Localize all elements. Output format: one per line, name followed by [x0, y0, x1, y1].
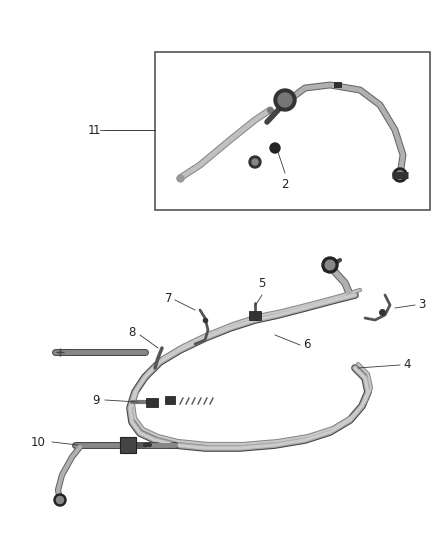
Text: 6: 6	[303, 338, 311, 351]
Circle shape	[252, 159, 258, 165]
Text: 3: 3	[418, 298, 425, 311]
Circle shape	[396, 171, 404, 179]
Bar	[120, 437, 136, 453]
Circle shape	[325, 260, 335, 270]
Circle shape	[274, 89, 296, 111]
Text: 1: 1	[92, 124, 100, 136]
Text: 8: 8	[129, 326, 136, 338]
Bar	[249, 311, 261, 319]
Text: 2: 2	[281, 178, 289, 191]
Text: 4: 4	[403, 359, 410, 372]
Bar	[155, 52, 430, 210]
Circle shape	[278, 93, 292, 107]
Bar	[333, 82, 340, 86]
Text: 1: 1	[88, 124, 95, 136]
Text: 7: 7	[165, 292, 172, 304]
Circle shape	[57, 496, 64, 504]
Circle shape	[322, 257, 338, 273]
Bar	[165, 396, 175, 404]
Text: 5: 5	[258, 277, 266, 290]
Text: 10: 10	[31, 435, 46, 448]
Circle shape	[270, 143, 280, 153]
Text: 9: 9	[92, 393, 100, 407]
Bar	[146, 398, 158, 407]
Circle shape	[54, 494, 66, 506]
Circle shape	[393, 168, 407, 182]
Circle shape	[249, 156, 261, 168]
